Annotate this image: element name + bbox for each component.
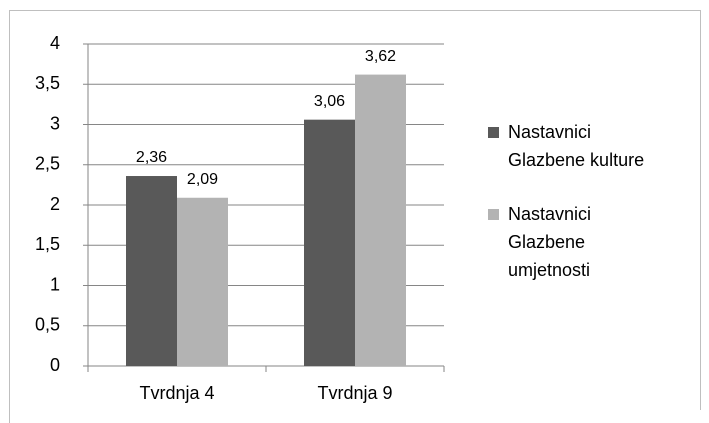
bar	[355, 74, 406, 366]
y-tick-label: 4	[50, 33, 60, 53]
bar	[126, 176, 177, 366]
legend-label: Nastavnici Glazbene kulture	[508, 122, 645, 170]
x-tick-label: Tvrdnja 4	[139, 383, 214, 403]
y-tick-label: 0,5	[35, 315, 60, 335]
y-tick-label: 2	[50, 194, 60, 214]
legend-swatch	[488, 209, 499, 220]
legend-item: Nastavnici Glazbene kulture	[488, 118, 658, 174]
legend-item: Nastavnici Glazbene umjetnosti	[488, 200, 658, 284]
value-label: 2,09	[187, 171, 218, 188]
value-label: 3,06	[314, 93, 345, 110]
legend-label: Nastavnici Glazbene umjetnosti	[508, 204, 592, 280]
y-tick-label: 0	[50, 355, 60, 375]
legend-swatch	[488, 127, 499, 138]
y-tick-label: 3	[50, 113, 60, 133]
x-tick-label: Tvrdnja 9	[317, 383, 392, 403]
y-tick-label: 1	[50, 274, 60, 294]
chart-border	[9, 10, 701, 423]
y-tick-label: 1,5	[35, 234, 60, 254]
value-label: 2,36	[136, 149, 167, 166]
bar	[304, 119, 355, 366]
bar	[177, 197, 228, 366]
y-tick-label: 3,5	[35, 73, 60, 93]
value-label: 3,62	[365, 48, 396, 65]
legend: Nastavnici Glazbene kulture Nastavnici Gl…	[488, 118, 648, 310]
y-tick-label: 2,5	[35, 154, 60, 174]
